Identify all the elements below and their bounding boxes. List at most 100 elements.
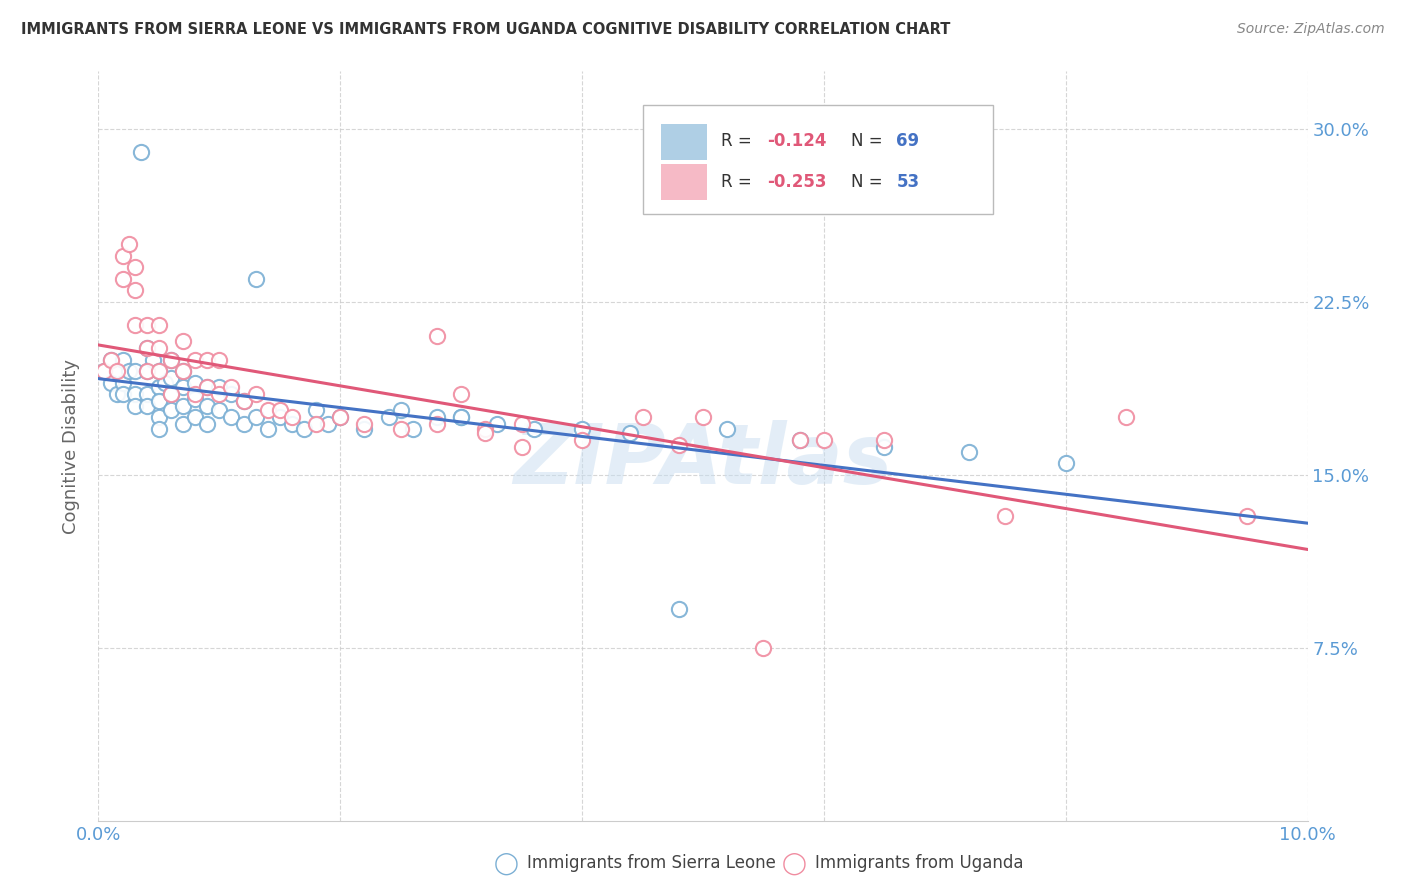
Point — [789, 434, 811, 448]
Point — [160, 387, 183, 401]
Point — [523, 422, 546, 436]
Point — [105, 364, 128, 378]
Point — [873, 434, 896, 448]
Point — [148, 364, 170, 378]
Point — [353, 422, 375, 436]
FancyBboxPatch shape — [661, 124, 707, 160]
Point — [281, 417, 304, 431]
Point — [510, 440, 533, 454]
Point — [184, 392, 207, 406]
Point — [208, 380, 231, 394]
Point — [221, 380, 243, 394]
Point — [631, 410, 654, 425]
Point — [389, 422, 412, 436]
Point — [269, 410, 291, 425]
Point — [100, 352, 122, 367]
Point — [571, 422, 593, 436]
Text: N =: N = — [851, 173, 887, 191]
Point — [402, 422, 425, 436]
Point — [692, 410, 714, 425]
Point — [124, 387, 146, 401]
Point — [148, 318, 170, 332]
Point — [93, 364, 115, 378]
Point — [195, 380, 218, 394]
Text: 69: 69 — [897, 132, 920, 150]
Point — [873, 440, 896, 454]
Text: ◯: ◯ — [782, 852, 807, 875]
Point — [305, 403, 328, 417]
Point — [129, 145, 152, 159]
Point — [195, 352, 218, 367]
Point — [184, 387, 207, 401]
Text: R =: R = — [721, 173, 758, 191]
Point — [172, 417, 194, 431]
Text: Immigrants from Sierra Leone: Immigrants from Sierra Leone — [527, 855, 776, 872]
Point — [160, 352, 183, 367]
FancyBboxPatch shape — [661, 164, 707, 201]
Point — [93, 364, 115, 378]
Point — [124, 399, 146, 413]
Point — [232, 394, 254, 409]
Point — [389, 403, 412, 417]
Point — [111, 352, 134, 367]
Point — [450, 410, 472, 425]
Point — [221, 410, 243, 425]
Point — [160, 403, 183, 417]
Point — [195, 399, 218, 413]
Point — [148, 341, 170, 355]
Point — [571, 434, 593, 448]
Text: ZIPAtlas: ZIPAtlas — [513, 420, 893, 501]
Point — [124, 318, 146, 332]
Point — [148, 394, 170, 409]
Point — [142, 352, 165, 367]
Point — [172, 364, 194, 378]
Point — [172, 399, 194, 413]
Text: -0.253: -0.253 — [768, 173, 827, 191]
Point — [160, 387, 183, 401]
Text: R =: R = — [721, 132, 758, 150]
Point — [256, 403, 278, 417]
Point — [172, 334, 194, 348]
Point — [329, 410, 352, 425]
Point — [135, 341, 157, 355]
Point — [135, 341, 157, 355]
Point — [1236, 509, 1258, 524]
Point — [1054, 456, 1077, 470]
Point — [450, 410, 472, 425]
Point — [353, 417, 375, 431]
Point — [281, 410, 304, 425]
Point — [245, 387, 267, 401]
Point — [100, 352, 122, 367]
Point — [184, 352, 207, 367]
Point — [474, 422, 496, 436]
Point — [195, 380, 218, 394]
Point — [124, 364, 146, 378]
Point — [232, 394, 254, 409]
FancyBboxPatch shape — [643, 105, 993, 214]
Point — [148, 380, 170, 394]
Point — [135, 318, 157, 332]
Point — [153, 376, 176, 390]
Text: N =: N = — [851, 132, 887, 150]
Point — [105, 387, 128, 401]
Y-axis label: Cognitive Disability: Cognitive Disability — [62, 359, 80, 533]
Point — [208, 387, 231, 401]
Point — [232, 417, 254, 431]
Point — [245, 272, 267, 286]
Text: IMMIGRANTS FROM SIERRA LEONE VS IMMIGRANTS FROM UGANDA COGNITIVE DISABILITY CORR: IMMIGRANTS FROM SIERRA LEONE VS IMMIGRAN… — [21, 22, 950, 37]
Point — [135, 364, 157, 378]
Point — [789, 434, 811, 448]
Point — [118, 237, 141, 252]
Point — [221, 387, 243, 401]
Point — [474, 426, 496, 441]
Point — [160, 371, 183, 385]
Point — [269, 403, 291, 417]
Point — [208, 352, 231, 367]
Point — [426, 410, 449, 425]
Point — [124, 260, 146, 275]
Point — [172, 380, 194, 394]
Point — [111, 387, 134, 401]
Text: Source: ZipAtlas.com: Source: ZipAtlas.com — [1237, 22, 1385, 37]
Point — [377, 410, 399, 425]
Point — [184, 410, 207, 425]
